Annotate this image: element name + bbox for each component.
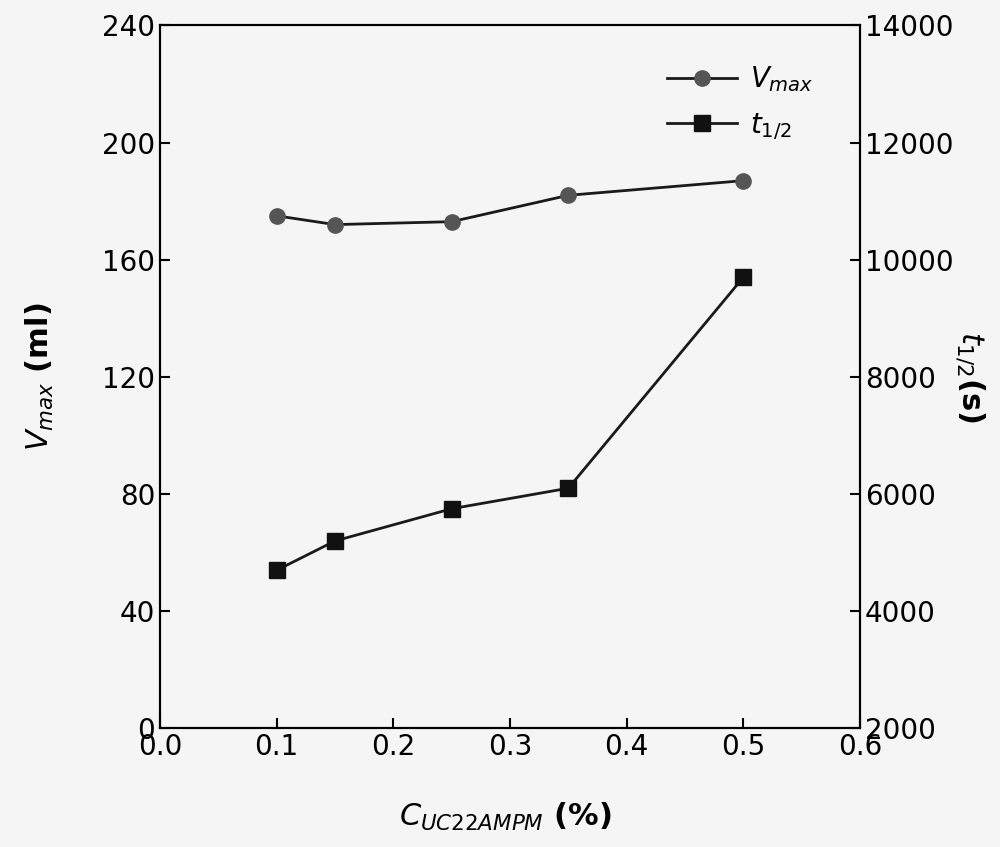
Text: $C_{UC22AMPM}$ (%): $C_{UC22AMPM}$ (%)	[399, 801, 611, 833]
Text: $t_{1/2}$(s): $t_{1/2}$(s)	[954, 331, 986, 423]
Legend: $V_{max}$, $t_{1/2}$: $V_{max}$, $t_{1/2}$	[656, 53, 825, 152]
Text: $V_{max}$ (ml): $V_{max}$ (ml)	[24, 302, 56, 451]
